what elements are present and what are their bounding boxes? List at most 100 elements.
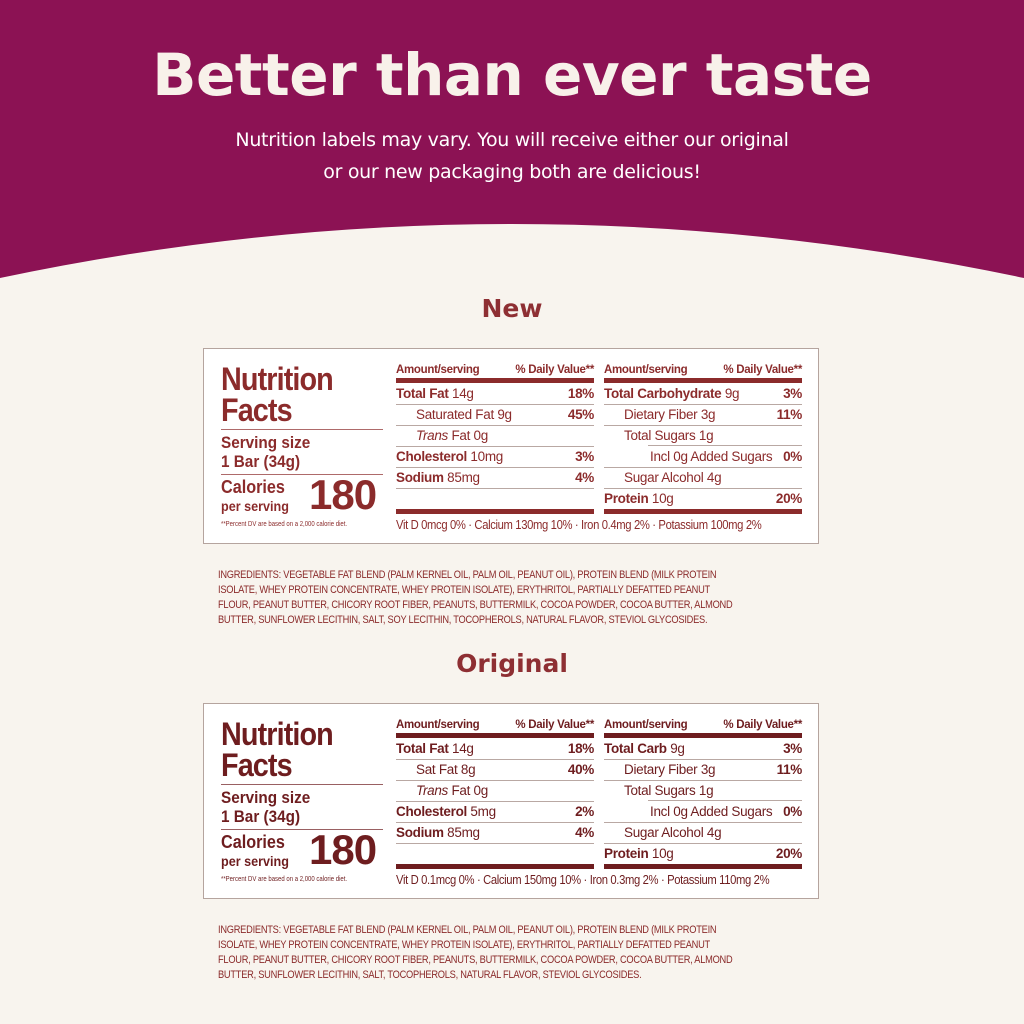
nutrient-bold-name: Protein [604,846,649,861]
calories-value: 180 [309,471,377,518]
nutrient-row: Protein 10g 20% [604,489,802,510]
nutrient-row: Cholesterol 5mg 2% [396,802,594,823]
nutrient-daily-value: 40% [567,762,594,777]
thick-bottom-bars [396,864,802,869]
nutrient-row: Sodium 85mg 4% [396,468,594,489]
nutrient-row: Dietary Fiber 3g 11% [604,405,802,426]
nutrient-bold-name: Sodium [396,470,444,485]
ingredients-line: INGREDIENTS: VEGETABLE FAT BLEND (PALM K… [218,569,717,581]
nutrient-amount: 85mg [443,825,480,840]
nutrition-label-original: Nutrition Facts Serving size 1 Bar (34g) Cal… [203,703,819,899]
nutrient-row: Sugar Alcohol 4g [604,823,802,844]
column-header: Amount/serving % Daily Value** [604,363,802,378]
nutrient-name: Protein 10g [604,489,674,510]
subtitle-line-2: or our new packaging both are delicious! [323,161,701,183]
amount-serving-header: Amount/serving [396,719,480,731]
nutrition-facts-title: Nutrition [221,716,334,752]
nutrient-daily-value: 18% [567,741,594,756]
nutrient-amount: 9g [666,741,685,756]
page-title: Better than ever taste [152,41,872,109]
nutrient-daily-value: 20% [775,846,802,861]
thick-divider [396,733,594,738]
nutrient-bold-name: Total Fat [396,386,449,401]
nutrient-amount: Incl 0g Added Sugars [650,804,773,819]
nutrient-daily-value: 3% [783,386,802,401]
column-header: Amount/serving % Daily Value** [396,363,594,378]
calories-sub-label: per serving [221,498,289,514]
nutrient-row: Trans Fat 0g [396,781,594,802]
nutrient-bold-name: Cholesterol [396,449,467,464]
nutrient-name: Protein 10g [604,844,674,865]
subtitle-line-1: Nutrition labels may vary. You will rece… [235,129,789,151]
thick-divider [396,378,594,383]
ingredients-line: ISOLATE, WHEY PROTEIN CONCENTRATE, WHEY … [218,939,710,951]
column-header: Amount/serving % Daily Value** [396,718,594,733]
nutrient-name: Trans Fat 0g [396,781,488,801]
nutrient-column: Amount/serving % Daily Value** Total Carb … [604,718,802,865]
label-left-column: Nutrition Facts Serving size 1 Bar (34g) Cal… [221,704,383,874]
thick-divider [604,509,802,514]
nutrient-row: Trans Fat 0g [396,426,594,447]
nutrient-row: Total Fat 14g 18% [396,739,594,760]
vitamins-minerals: Vit D 0mcg 0% · Calcium 130mg 10% · Iron… [396,518,762,532]
nutrient-row: Incl 0g Added Sugars 0% [604,802,802,823]
ingredients-line: INGREDIENTS: VEGETABLE FAT BLEND (PALM K… [218,924,717,936]
nutrient-row: Total Carb 9g 3% [604,739,802,760]
nutrient-daily-value: 4% [575,470,594,485]
nutrition-facts-title: Facts [221,392,293,428]
nutrient-amount: 10g [648,846,674,861]
nutrient-name: Total Sugars 1g [604,781,714,801]
nutrient-daily-value: 2% [575,804,594,819]
nutrient-daily-value: 4% [575,825,594,840]
ingredients-line: FLOUR, PEANUT BUTTER, CHICORY ROOT FIBER… [218,954,733,966]
ingredients-line: BUTTER, SUNFLOWER LECITHIN, SALT, SOY LE… [218,614,708,626]
amount-serving-header: Amount/serving [396,364,480,376]
nutrient-bold-name: Protein [604,491,649,506]
ingredients-line: BUTTER, SUNFLOWER LECITHIN, SALT, TOCOPH… [218,969,642,981]
thick-divider [604,378,802,383]
nutrient-name: Total Carbohydrate 9g [604,384,740,404]
calories-label: Calories [221,477,285,497]
curved-banner [0,0,1024,278]
nutrient-name: Cholesterol 5mg [396,802,496,822]
nutrient-row: Sat Fat 8g 40% [396,760,594,781]
calories-sub-label: per serving [221,853,289,869]
calories-value: 180 [309,826,377,873]
nutrient-name: Total Fat 14g [396,739,474,759]
nutrient-bold-name: Cholesterol [396,804,467,819]
nutrient-name: Sugar Alcohol 4g [604,823,722,843]
nutrient-amount: Dietary Fiber 3g [624,762,716,777]
daily-value-header: % Daily Value** [723,364,802,376]
nutrient-row: Total Sugars 1g [604,781,802,802]
nutrient-row [396,489,594,510]
nutrient-amount: Sat Fat 8g [416,762,476,777]
nutrient-amount: 85mg [443,470,480,485]
calories-label: Calories [221,832,285,852]
ingredients-original: INGREDIENTS: VEGETABLE FAT BLEND (PALM K… [218,923,808,983]
vitamins-minerals: Vit D 0.1mcg 0% · Calcium 150mg 10% · Ir… [396,873,770,887]
daily-value-footnote: **Percent DV are based on a 2,000 calori… [221,874,348,883]
daily-value-header: % Daily Value** [723,719,802,731]
nutrient-daily-value: 11% [776,762,803,777]
amount-serving-header: Amount/serving [604,719,688,731]
nutrition-facts-title: Facts [221,747,293,783]
serving-size-value: 1 Bar (34g) [221,807,301,826]
nutrient-row: Dietary Fiber 3g 11% [604,760,802,781]
nutrient-column: Amount/serving % Daily Value** Total Fat 1… [396,718,594,865]
ingredients-new: INGREDIENTS: VEGETABLE FAT BLEND (PALM K… [218,568,808,628]
nutrient-amount: 10mg [466,449,503,464]
thick-divider [396,864,594,869]
ingredients-line: ISOLATE, WHEY PROTEIN CONCENTRATE, WHEY … [218,584,710,596]
ingredients-line: FLOUR, PEANUT BUTTER, CHICORY ROOT FIBER… [218,599,733,611]
nutrient-row: Saturated Fat 9g 45% [396,405,594,426]
thick-divider [604,733,802,738]
nutrition-label-new: Nutrition Facts Serving size 1 Bar (34g) Cal… [203,348,819,544]
divider [221,429,383,430]
nutrient-name: Sodium 85mg [396,823,480,843]
section-heading-original: Original [456,649,568,678]
nutrient-row: Incl 0g Added Sugars 0% [604,447,802,468]
daily-value-footnote: **Percent DV are based on a 2,000 calori… [221,519,348,528]
nutrient-amount: Fat 0g [448,428,488,443]
nutrient-name: Incl 0g Added Sugars [604,447,773,467]
nutrient-row: Cholesterol 10mg 3% [396,447,594,468]
